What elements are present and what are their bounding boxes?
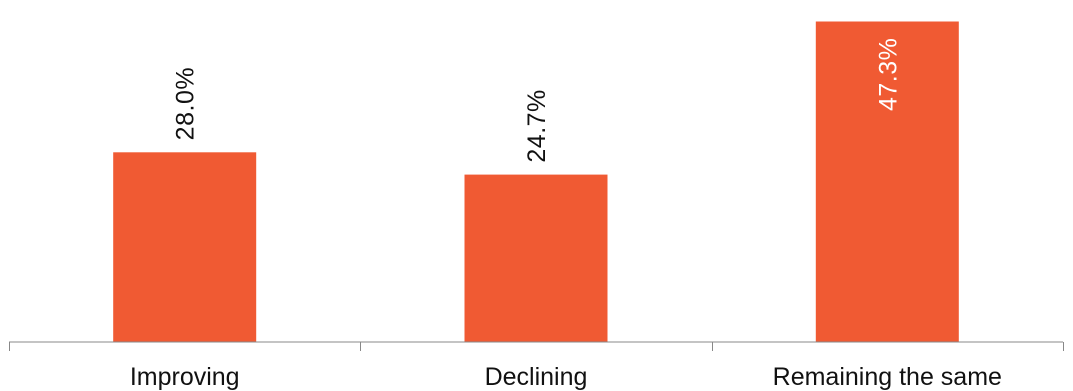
bars-layer xyxy=(113,21,959,342)
data-label: 47.3% xyxy=(874,38,902,111)
data-label: 24.7% xyxy=(523,89,551,162)
category-label: Remaining the same xyxy=(773,363,1002,391)
bar-declining xyxy=(464,174,608,342)
bar-improving xyxy=(113,152,257,342)
category-label: Improving xyxy=(130,363,240,391)
bar-remaining-the-same xyxy=(815,21,959,342)
labels-layer: Improving 28.0% Declining 24.7% Remaining th… xyxy=(130,38,1002,391)
x-axis xyxy=(9,341,1064,351)
data-label: 28.0% xyxy=(172,67,200,140)
category-label: Declining xyxy=(485,363,588,391)
